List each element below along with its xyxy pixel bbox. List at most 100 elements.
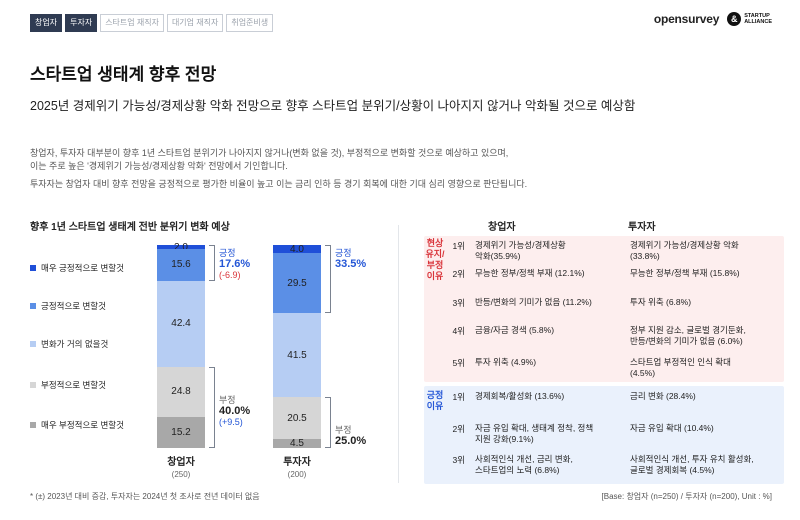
positive-reason-investor: 사회적인식 개선, 투자 유치 활성화, 글로벌 경제회복 (4.5%) <box>630 454 754 475</box>
bar-segment: 29.5 <box>273 253 321 313</box>
sa-text-1: STARTUP <box>744 13 770 19</box>
positive-summary: 긍정 33.5% <box>335 248 366 270</box>
bar-segment: 24.8 <box>157 366 205 418</box>
positive-reason-investor: 자금 유입 확대 (10.4%) <box>630 423 714 433</box>
data-label: 29.5 <box>287 277 307 289</box>
negative-reason-founder: 경제위기 가능성/경제상황 악화(35.9%) <box>475 240 566 261</box>
negative-reason-rank: 1위 <box>452 241 465 251</box>
positive-reason-founder: 자금 유입 확대, 생태계 정착, 정책 지원 강화(9.1%) <box>475 423 594 444</box>
tab-job-seeker[interactable]: 취업준비생 <box>226 14 274 32</box>
positive-summary-delta: (-6.9) <box>219 270 241 280</box>
negative-reason-founder: 무능한 정부/정책 부재 (12.1%) <box>475 268 585 278</box>
positive-reasons-label: 긍정 이유 <box>426 390 444 411</box>
data-label: 15.6 <box>171 259 191 271</box>
bar-segment: 42.4 <box>157 280 205 367</box>
description-1: 창업자, 투자자 대부분이 향후 1년 스타트업 분위기가 나아지지 않거나(변… <box>30 147 508 173</box>
legend-item: 변화가 거의 없을것 <box>30 338 108 350</box>
category-label: 투자자 <box>283 457 311 468</box>
negative-reason-founder: 금융/자금 경색 (5.8%) <box>475 325 555 335</box>
legend-item: 긍정적으로 변할것 <box>30 300 106 312</box>
startup-alliance-mark-icon: & <box>727 12 742 26</box>
bar-segment: 4.0 <box>273 243 321 255</box>
page-title: 스타트업 생태계 향후 전망 <box>30 65 217 84</box>
negative-summary-value: 40.0% <box>219 404 251 417</box>
data-label: 41.5 <box>287 349 307 361</box>
category-label: 창업자 <box>167 457 195 468</box>
negative-reason-investor: 무능한 정부/정책 부재 (15.8%) <box>630 268 740 278</box>
legend-label: 매우 부정적으로 변할것 <box>41 420 124 430</box>
positive-summary-label: 긍정 <box>335 248 352 258</box>
positive-reason-founder: 사회적인식 개선, 금리 변화, 스타트업의 노력 (6.8%) <box>475 454 573 475</box>
negative-reason-investor: 스타트업 부정적인 인식 확대 (4.5%) <box>630 357 731 378</box>
column-header-founder: 창업자 <box>488 222 516 233</box>
legend-item: 매우 부정적으로 변할것 <box>30 419 124 431</box>
description-2: 투자자는 창업자 대비 향후 전망을 긍정적으로 평가한 비율이 높고 이는 금… <box>30 179 528 189</box>
data-label: 15.2 <box>171 427 191 439</box>
sa-text-2: ALLIANCE <box>744 19 772 25</box>
chart-section-title: 향후 1년 스타트업 생태계 전반 분위기 변화 예상 <box>30 222 230 233</box>
data-label: 20.5 <box>287 412 307 424</box>
tab-founder[interactable]: 창업자 <box>30 14 63 32</box>
negative-reason-investor: 투자 위축 (6.8%) <box>630 297 692 307</box>
legend-label: 부정적으로 변할것 <box>41 380 106 390</box>
startup-alliance-logo: & STARTUP ALLIANCE <box>727 12 772 26</box>
positive-reason-investor: 금리 변화 (28.4%) <box>630 391 696 401</box>
base-note: [Base: 창업자 (n=250) / 투자자 (n=200), Unit :… <box>601 492 772 501</box>
negative-summary-delta: (+9.5) <box>219 416 243 427</box>
negative-reason-founder: 반등/변화의 기미가 없음 (11.2%) <box>475 297 592 307</box>
brand-logos: opensurvey & STARTUP ALLIANCE <box>654 12 772 26</box>
negative-reason-rank: 3위 <box>452 298 465 308</box>
negative-summary-label: 부정 <box>219 394 236 405</box>
negative-reason-rank: 2위 <box>452 269 465 279</box>
positive-summary-label: 긍정 <box>219 248 236 258</box>
negative-reason-rank: 5위 <box>452 358 465 368</box>
positive-summary: 긍정 17.6% (-6.9) <box>219 248 250 281</box>
negative-reason-founder: 투자 위축 (4.9%) <box>475 357 537 367</box>
negative-reasons-label: 현상 유지/ 부정 이유 <box>425 238 445 281</box>
data-label: 42.4 <box>171 318 191 330</box>
positive-reason-rank: 1위 <box>452 392 465 402</box>
tab-investor[interactable]: 투자자 <box>65 14 98 32</box>
legend-swatch <box>30 265 36 271</box>
legend-label: 변화가 거의 없을것 <box>41 339 109 349</box>
legend-label: 매우 긍정적으로 변할것 <box>41 263 124 273</box>
negative-reasons-panel <box>424 236 784 382</box>
page-subtitle: 2025년 경제위기 가능성/경제상황 악화 전망으로 향후 스타트업 분위기/… <box>30 99 636 113</box>
legend-item: 부정적으로 변할것 <box>30 379 106 391</box>
bar-segment: 4.5 <box>273 437 321 449</box>
negative-reason-investor: 정부 지원 감소, 글로벌 경기둔화, 반등/변화의 기미가 없음 (6.0%) <box>630 325 746 346</box>
negative-reason-investor: 경제위기 가능성/경제상황 악화 (33.8%) <box>630 240 739 261</box>
positive-reason-rank: 3위 <box>452 455 465 465</box>
positive-bracket <box>325 245 331 313</box>
bar-segment: 15.2 <box>157 417 205 448</box>
negative-summary-label: 부정 <box>335 425 352 436</box>
negative-summary-value: 25.0% <box>335 435 367 448</box>
legend-swatch <box>30 303 36 309</box>
legend-item: 매우 긍정적으로 변할것 <box>30 262 124 274</box>
legend-swatch <box>30 382 36 388</box>
bar-segment: 15.6 <box>157 249 205 281</box>
legend-swatch <box>30 341 36 347</box>
positive-reasons-panel <box>424 386 784 484</box>
category-n: (250) <box>171 470 191 479</box>
bar-segment: 2.0 <box>157 242 205 253</box>
positive-bracket <box>209 245 215 281</box>
opensurvey-logo: opensurvey <box>653 12 720 26</box>
legend-label: 긍정적으로 변할것 <box>41 301 106 311</box>
data-label: 4.0 <box>290 243 304 255</box>
tab-bar: 창업자 투자자 스타트업 재직자 대기업 재직자 취업준비생 <box>30 14 274 32</box>
positive-summary-value: 17.6% <box>219 258 251 270</box>
tab-startup-employee[interactable]: 스타트업 재직자 <box>100 14 164 32</box>
category-n: (200) <box>287 470 307 479</box>
negative-reason-rank: 4위 <box>452 326 465 336</box>
description-1-line-2: 이는 주로 높은 '경제위기 가능성/경제상황 악화' 전망에서 기인합니다. <box>30 161 288 171</box>
positive-reason-rank: 2위 <box>452 424 465 434</box>
tab-corporate-employee[interactable]: 대기업 재직자 <box>166 14 224 32</box>
legend-swatch <box>30 422 36 428</box>
footnote: * (±) 2023년 대비 증감, 투자자는 2024년 첫 조사로 전년 데… <box>30 492 260 501</box>
positive-reason-founder: 경제회복/활성화 (13.6%) <box>475 391 565 401</box>
divider <box>398 225 399 483</box>
column-header-investor: 투자자 <box>628 222 656 233</box>
data-label: 24.8 <box>171 386 191 398</box>
data-label: 4.5 <box>290 437 304 449</box>
